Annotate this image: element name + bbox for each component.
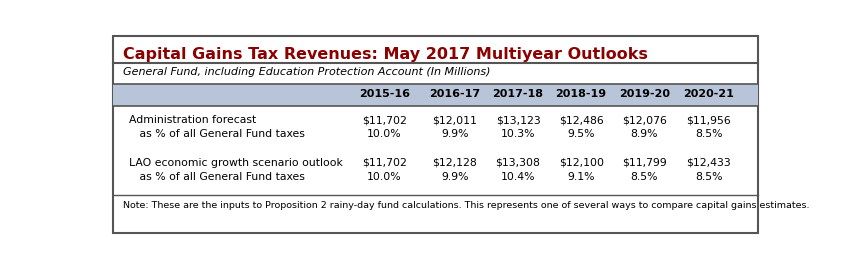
FancyBboxPatch shape [113, 36, 757, 233]
Text: $12,100: $12,100 [559, 158, 604, 168]
Text: 10.3%: 10.3% [501, 129, 535, 139]
Text: 9.5%: 9.5% [567, 129, 595, 139]
Text: 10.0%: 10.0% [367, 129, 402, 139]
Text: 8.5%: 8.5% [695, 129, 722, 139]
Text: $12,128: $12,128 [432, 158, 477, 168]
Text: $11,799: $11,799 [622, 158, 666, 168]
Text: 2020-21: 2020-21 [683, 89, 734, 99]
Text: 9.9%: 9.9% [441, 172, 469, 182]
Text: 9.9%: 9.9% [441, 129, 469, 139]
Text: 2016-17: 2016-17 [430, 89, 481, 99]
Text: 9.1%: 9.1% [567, 172, 595, 182]
Text: $12,433: $12,433 [687, 158, 731, 168]
Text: 8.9%: 8.9% [631, 129, 658, 139]
Text: $11,702: $11,702 [362, 158, 407, 168]
Text: Capital Gains Tax Revenues: May 2017 Multiyear Outlooks: Capital Gains Tax Revenues: May 2017 Mul… [122, 47, 648, 62]
Text: $13,308: $13,308 [496, 158, 541, 168]
Text: $13,123: $13,123 [496, 115, 541, 125]
Text: 8.5%: 8.5% [695, 172, 722, 182]
Text: LAO economic growth scenario outlook: LAO economic growth scenario outlook [129, 158, 343, 168]
Text: $12,076: $12,076 [622, 115, 666, 125]
Text: 2015-16: 2015-16 [359, 89, 410, 99]
FancyBboxPatch shape [113, 83, 757, 106]
Text: 2018-19: 2018-19 [555, 89, 607, 99]
Text: $11,956: $11,956 [687, 115, 731, 125]
Text: as % of all General Fund taxes: as % of all General Fund taxes [129, 129, 305, 139]
Text: General Fund, including Education Protection Account (In Millions): General Fund, including Education Protec… [122, 67, 490, 77]
Text: 10.0%: 10.0% [367, 172, 402, 182]
Text: Administration forecast: Administration forecast [129, 115, 256, 125]
Text: 2019-20: 2019-20 [619, 89, 670, 99]
Text: 8.5%: 8.5% [631, 172, 658, 182]
Text: $11,702: $11,702 [362, 115, 407, 125]
Text: 2017-18: 2017-18 [492, 89, 543, 99]
Text: Note: These are the inputs to Proposition 2 rainy-day fund calculations. This re: Note: These are the inputs to Propositio… [122, 201, 809, 210]
Text: $12,486: $12,486 [559, 115, 604, 125]
Text: as % of all General Fund taxes: as % of all General Fund taxes [129, 172, 305, 182]
Text: 10.4%: 10.4% [501, 172, 535, 182]
Text: $12,011: $12,011 [432, 115, 477, 125]
